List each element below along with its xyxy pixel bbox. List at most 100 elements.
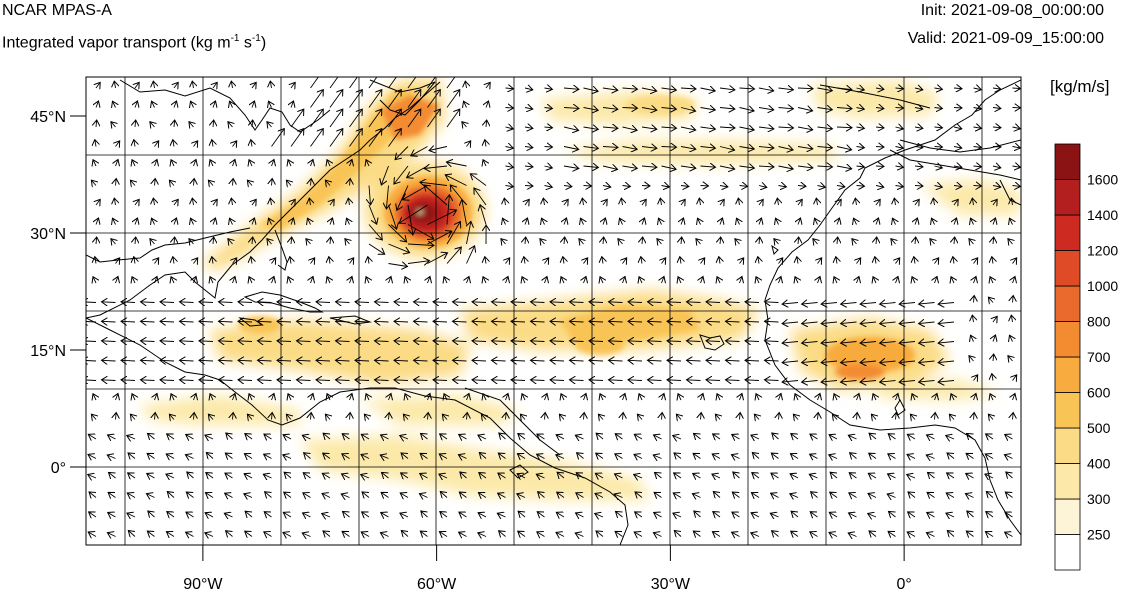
ivt-vector — [719, 88, 735, 90]
ivt-vector — [914, 147, 923, 148]
colorbar-level-label: 500 — [1087, 420, 1111, 436]
ivt-vector — [600, 277, 603, 283]
ivt-vector — [458, 455, 467, 459]
ivt-vector — [89, 512, 97, 517]
ivt-vector — [641, 108, 657, 111]
ivt-vector — [797, 257, 798, 264]
ivt-vector — [880, 361, 896, 363]
ivt-vector — [935, 394, 938, 401]
ivt-vector — [642, 218, 645, 225]
ivt-vector — [873, 394, 876, 400]
ivt-vector — [776, 218, 779, 224]
colorbar-level-label: 1600 — [1087, 172, 1118, 188]
lat-tick-label: 15°N — [30, 343, 66, 360]
ivt-vector — [661, 127, 677, 128]
ivt-vector — [127, 493, 136, 498]
ivt-vector — [155, 277, 158, 284]
ivt-vector — [935, 413, 936, 420]
ivt-vector — [732, 492, 740, 497]
ivt-vector — [687, 341, 701, 342]
ivt-vector — [969, 239, 974, 244]
ivt-vector — [233, 141, 237, 147]
ivt-vector — [327, 277, 330, 283]
ivt-vector — [342, 531, 350, 536]
ivt-vector — [793, 414, 798, 419]
ivt-vector — [915, 218, 918, 225]
ivt-vector — [974, 394, 977, 401]
ivt-vector — [135, 199, 139, 205]
ivt-vector — [109, 472, 116, 478]
ivt-vector — [531, 321, 545, 322]
ivt-vector — [480, 205, 487, 225]
ivt-vector — [116, 413, 117, 420]
ivt-vector — [797, 127, 813, 130]
ivt-vector — [798, 237, 799, 245]
ivt-vector — [696, 239, 701, 244]
ivt-vector — [113, 101, 116, 107]
ivt-vector — [836, 88, 852, 90]
ivt-vector — [389, 413, 390, 420]
ivt-vector — [661, 186, 670, 188]
ivt-vector — [1008, 356, 1013, 361]
ivt-vector — [400, 436, 409, 440]
ivt-vector — [542, 218, 545, 224]
ivt-vector — [343, 511, 350, 517]
ivt-vector — [739, 186, 748, 187]
ivt-vector — [302, 533, 311, 537]
ivt-vector — [389, 394, 392, 401]
ivt-vector — [93, 277, 96, 283]
ivt-vector — [212, 257, 213, 264]
ivt-vector — [472, 360, 487, 361]
ivt-vector — [876, 199, 880, 205]
ivt-vector — [531, 302, 545, 303]
ivt-vector — [194, 160, 197, 167]
ivt-vector — [919, 322, 935, 324]
ivt-vector — [973, 186, 982, 187]
ivt-vector — [504, 198, 505, 206]
ivt-vector — [388, 204, 397, 229]
colorbar-swatch — [1054, 427, 1081, 464]
ivt-vector — [706, 380, 721, 381]
ivt-vector — [779, 394, 782, 401]
ivt-vector — [501, 239, 506, 244]
ivt-vector — [639, 394, 642, 400]
ivt-vector — [160, 321, 175, 322]
ivt-vector — [973, 88, 982, 90]
ivt-vector — [609, 321, 623, 322]
ivt-vector — [388, 243, 410, 253]
ivt-vector — [414, 321, 428, 322]
ivt-vector — [641, 88, 657, 91]
ivt-vector — [681, 199, 685, 205]
ivt-vector — [102, 360, 116, 361]
ivt-vector — [563, 88, 579, 89]
ivt-vector — [264, 512, 272, 517]
ivt-vector — [96, 237, 97, 245]
ivt-vector — [478, 493, 487, 498]
ivt-vector — [180, 341, 194, 342]
ivt-vector — [1005, 492, 1013, 497]
ivt-vector — [88, 434, 97, 439]
ivt-vector — [564, 237, 565, 245]
ivt-vector — [347, 218, 350, 224]
ivt-vector — [681, 237, 682, 245]
ivt-vector — [269, 101, 272, 107]
ivt-vector — [1011, 198, 1012, 206]
ivt-vector — [598, 414, 603, 419]
ivt-vector — [420, 453, 428, 458]
ivt-vector — [108, 435, 116, 439]
ivt-vector — [141, 380, 155, 381]
field-title-exponent-2: -1 — [251, 33, 261, 44]
ivt-vector — [798, 218, 801, 225]
ivt-vector — [150, 122, 155, 127]
ivt-vector — [114, 81, 115, 89]
ivt-vector — [765, 302, 779, 303]
ivt-vector — [653, 455, 662, 459]
ivt-vector — [1013, 277, 1016, 284]
ivt-vector — [673, 436, 682, 440]
ivt-vector — [770, 513, 779, 517]
ivt-vector — [895, 166, 904, 167]
ivt-vector — [974, 258, 978, 264]
ivt-vector — [310, 129, 324, 147]
ivt-vector — [545, 394, 548, 401]
ivt-vector — [662, 413, 663, 420]
